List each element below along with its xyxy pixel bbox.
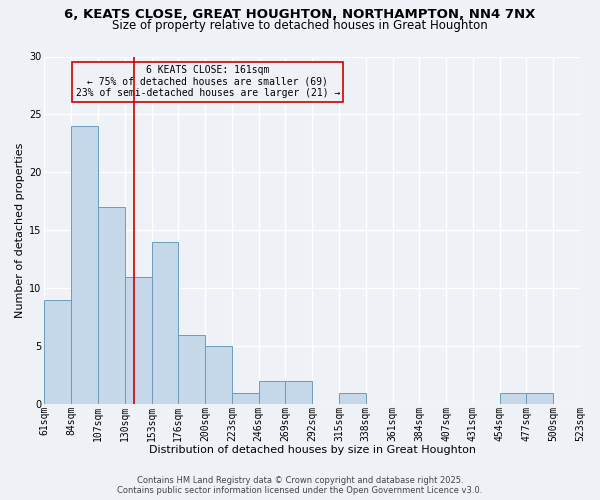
- X-axis label: Distribution of detached houses by size in Great Houghton: Distribution of detached houses by size …: [149, 445, 476, 455]
- Text: 6, KEATS CLOSE, GREAT HOUGHTON, NORTHAMPTON, NN4 7NX: 6, KEATS CLOSE, GREAT HOUGHTON, NORTHAMP…: [64, 8, 536, 20]
- Bar: [98, 207, 125, 404]
- Text: Contains HM Land Registry data © Crown copyright and database right 2025.
Contai: Contains HM Land Registry data © Crown c…: [118, 476, 482, 495]
- Text: Size of property relative to detached houses in Great Houghton: Size of property relative to detached ho…: [112, 19, 488, 32]
- Bar: [152, 242, 178, 404]
- Bar: [232, 392, 259, 404]
- Y-axis label: Number of detached properties: Number of detached properties: [15, 142, 25, 318]
- Bar: [71, 126, 98, 404]
- Bar: [44, 300, 71, 404]
- Text: 6 KEATS CLOSE: 161sqm
← 75% of detached houses are smaller (69)
23% of semi-deta: 6 KEATS CLOSE: 161sqm ← 75% of detached …: [76, 65, 340, 98]
- Bar: [125, 276, 152, 404]
- Bar: [339, 392, 366, 404]
- Bar: [259, 381, 286, 404]
- Bar: [526, 392, 553, 404]
- Bar: [178, 334, 205, 404]
- Bar: [500, 392, 526, 404]
- Bar: [205, 346, 232, 404]
- Bar: [286, 381, 312, 404]
